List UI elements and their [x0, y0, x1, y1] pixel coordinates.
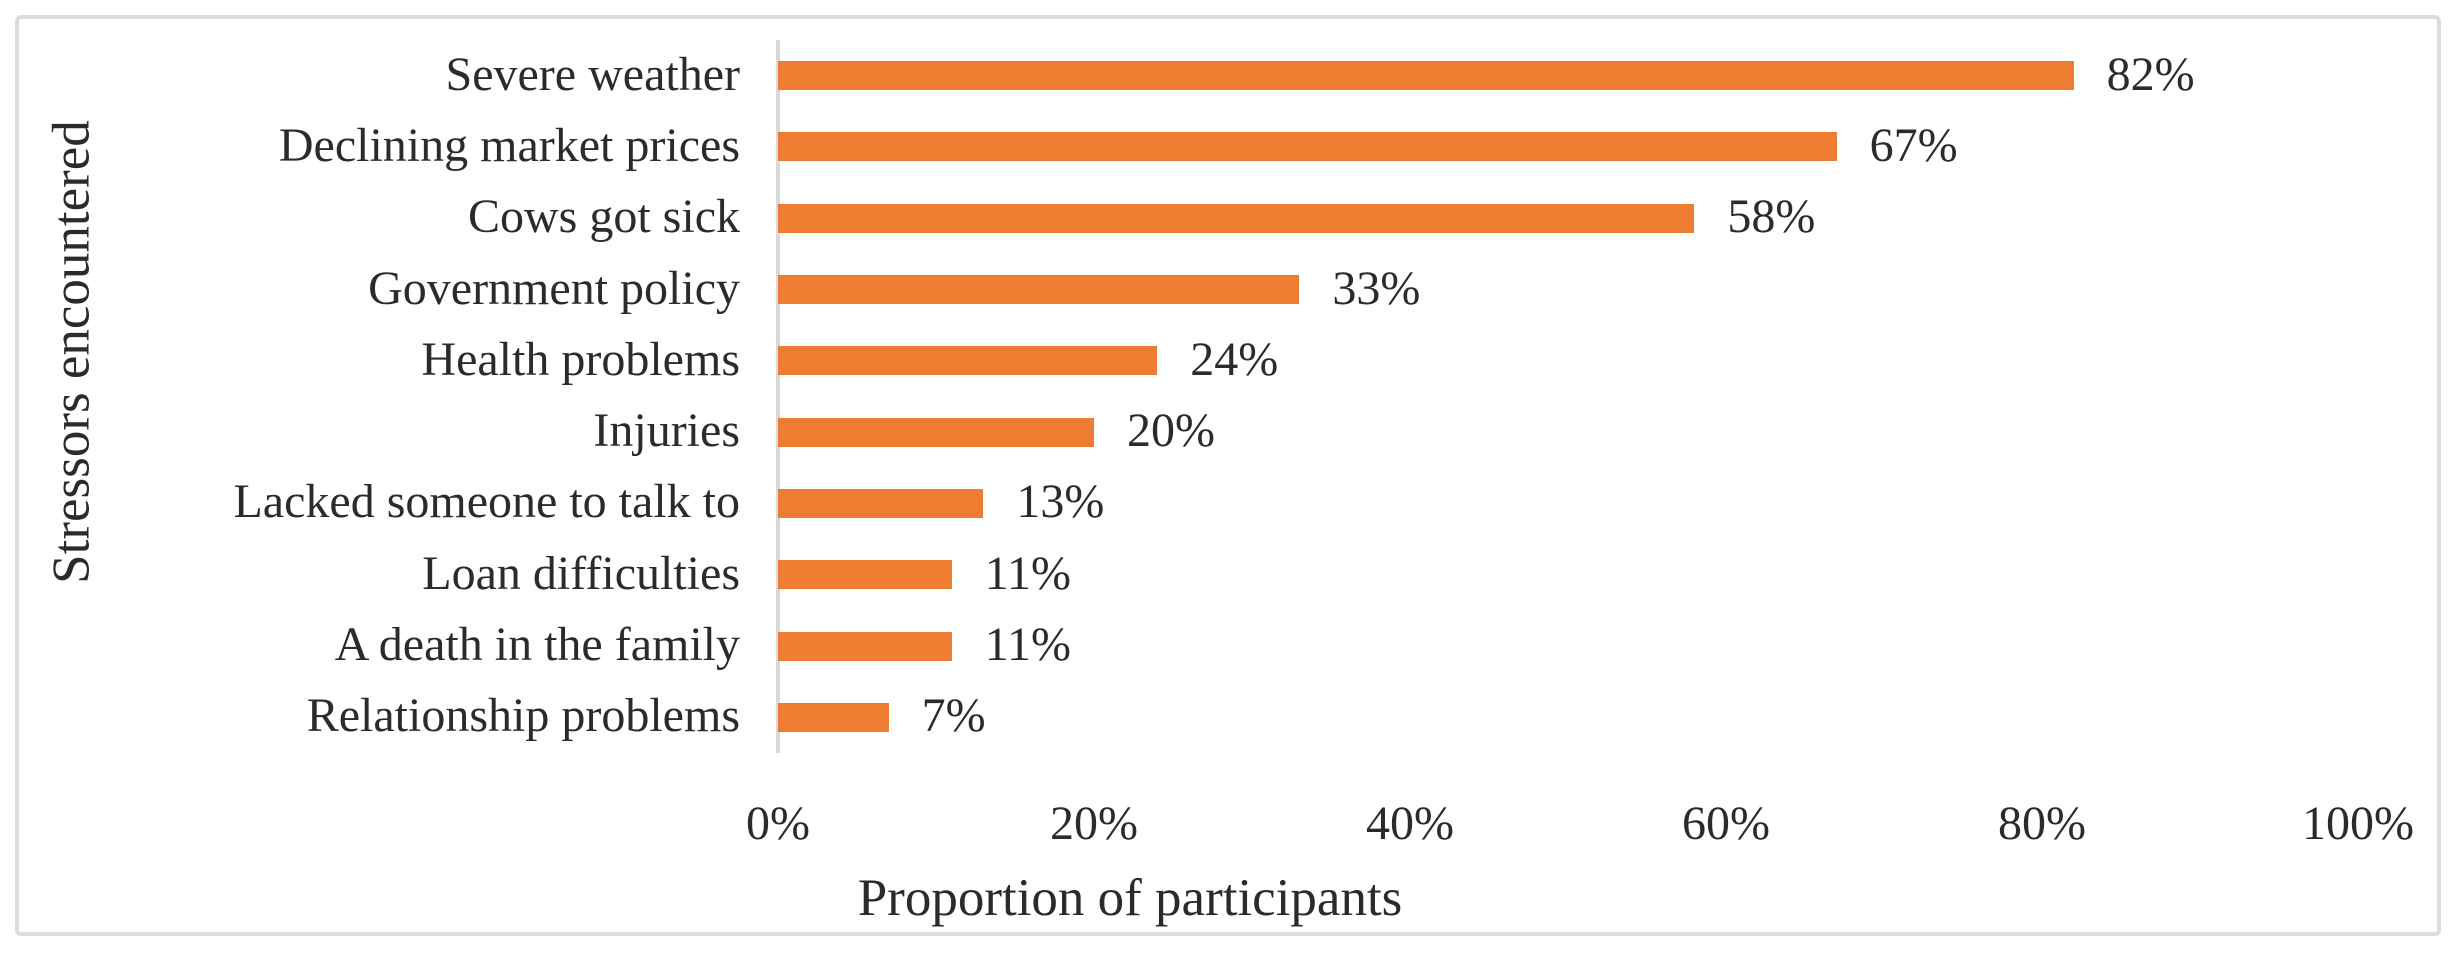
- x-tick-label: 20%: [1050, 797, 1138, 850]
- value-label: 13%: [1016, 475, 1105, 529]
- category-label: Declining market prices: [278, 118, 740, 172]
- value-label: 82%: [2106, 47, 2195, 101]
- x-tick-label: 100%: [2302, 797, 2414, 850]
- category-label: Government policy: [368, 261, 740, 315]
- bar: [778, 346, 1158, 376]
- category-label: Loan difficulties: [422, 546, 740, 600]
- value-label: 11%: [984, 618, 1071, 672]
- y-axis-line: [776, 40, 780, 753]
- bar: [778, 132, 1837, 162]
- bar: [778, 275, 1300, 305]
- x-tick-label: 40%: [1366, 797, 1454, 850]
- bar: [778, 61, 2074, 91]
- bar: [778, 203, 1695, 233]
- category-label: Cows got sick: [467, 190, 740, 244]
- value-label: 7%: [921, 689, 986, 743]
- category-label: Injuries: [593, 404, 740, 458]
- bar: [778, 488, 984, 518]
- x-axis-title: Proportion of participants: [857, 869, 1403, 927]
- value-label: 67%: [1869, 118, 1958, 172]
- value-label: 11%: [984, 546, 1071, 600]
- bar: [778, 560, 952, 590]
- category-label: Lacked someone to talk to: [233, 475, 740, 529]
- figure-border: [15, 15, 2441, 936]
- bar: [778, 631, 952, 661]
- category-label: A death in the family: [334, 618, 740, 672]
- category-label: Relationship problems: [306, 689, 740, 743]
- x-tick-label: 80%: [1998, 797, 2086, 850]
- value-label: 24%: [1190, 332, 1279, 386]
- value-label: 58%: [1727, 190, 1816, 244]
- x-tick-label: 60%: [1682, 797, 1770, 850]
- category-label: Health problems: [421, 332, 740, 386]
- value-label: 33%: [1332, 261, 1421, 315]
- value-label: 20%: [1127, 404, 1215, 458]
- x-tick-label: 0%: [746, 797, 810, 850]
- category-label: Severe weather: [445, 47, 741, 101]
- bar: [778, 702, 889, 732]
- bar: [778, 417, 1094, 447]
